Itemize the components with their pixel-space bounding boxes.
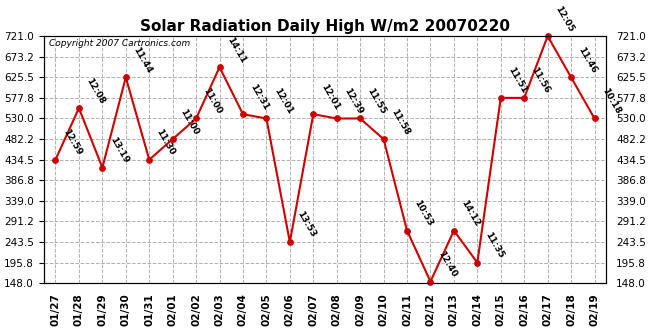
Point <box>402 228 412 233</box>
Title: Solar Radiation Daily High W/m2 20070220: Solar Radiation Daily High W/m2 20070220 <box>140 18 510 34</box>
Point <box>121 75 131 80</box>
Point <box>261 116 272 121</box>
Point <box>332 116 342 121</box>
Text: 11:51: 11:51 <box>506 66 528 95</box>
Point <box>238 112 248 117</box>
Text: 12:01: 12:01 <box>319 82 341 112</box>
Point <box>73 106 84 111</box>
Point <box>168 137 178 142</box>
Point <box>566 75 577 80</box>
Point <box>308 112 318 117</box>
Text: 11:55: 11:55 <box>366 86 388 116</box>
Text: 11:58: 11:58 <box>389 107 411 136</box>
Point <box>191 116 202 121</box>
Text: 12:40: 12:40 <box>436 249 458 279</box>
Text: 12:31: 12:31 <box>248 82 270 112</box>
Point <box>543 33 553 39</box>
Text: 14:12: 14:12 <box>460 198 482 228</box>
Point <box>590 116 600 121</box>
Text: 11:56: 11:56 <box>530 66 552 95</box>
Text: 10:53: 10:53 <box>413 199 435 228</box>
Text: 10:18: 10:18 <box>600 86 622 116</box>
Point <box>144 157 155 162</box>
Text: 11:35: 11:35 <box>483 231 505 260</box>
Text: 12:59: 12:59 <box>61 127 83 157</box>
Text: 13:53: 13:53 <box>295 210 317 239</box>
Point <box>495 95 506 101</box>
Point <box>355 116 365 121</box>
Text: 11:30: 11:30 <box>155 128 177 157</box>
Text: 11:44: 11:44 <box>131 45 153 75</box>
Point <box>448 228 459 233</box>
Text: 12:01: 12:01 <box>272 86 294 116</box>
Text: 13:19: 13:19 <box>108 136 130 165</box>
Point <box>472 260 482 265</box>
Point <box>285 239 295 245</box>
Point <box>214 65 225 70</box>
Text: 14:11: 14:11 <box>225 35 247 64</box>
Point <box>97 165 107 170</box>
Text: 12:05: 12:05 <box>553 4 575 33</box>
Point <box>378 137 389 142</box>
Text: 12:39: 12:39 <box>343 86 365 116</box>
Text: Copyright 2007 Cartronics.com: Copyright 2007 Cartronics.com <box>49 39 190 48</box>
Text: 12:08: 12:08 <box>84 76 107 105</box>
Text: 11:00: 11:00 <box>202 87 224 116</box>
Text: 11:00: 11:00 <box>178 107 200 136</box>
Point <box>50 157 60 162</box>
Text: 11:46: 11:46 <box>577 45 599 75</box>
Point <box>519 95 529 101</box>
Point <box>425 279 436 284</box>
